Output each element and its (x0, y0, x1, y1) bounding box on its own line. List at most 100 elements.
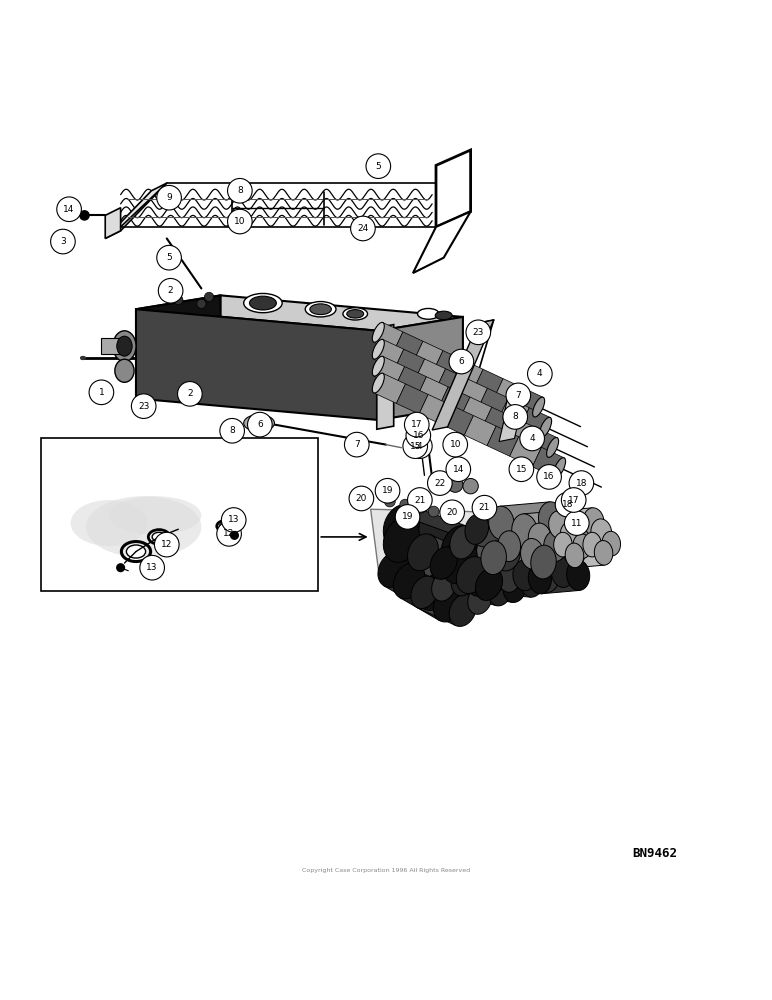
Ellipse shape (249, 296, 276, 310)
Polygon shape (533, 447, 564, 477)
Ellipse shape (372, 356, 384, 376)
Polygon shape (563, 532, 592, 557)
Circle shape (428, 506, 439, 517)
Circle shape (564, 511, 589, 535)
Text: 12: 12 (223, 529, 235, 538)
Circle shape (222, 508, 246, 532)
Ellipse shape (343, 308, 367, 320)
Ellipse shape (512, 514, 537, 548)
Text: 14: 14 (452, 465, 464, 474)
Circle shape (220, 418, 245, 443)
Polygon shape (436, 548, 496, 600)
Polygon shape (374, 356, 405, 386)
Ellipse shape (418, 574, 449, 610)
Text: 17: 17 (411, 420, 422, 429)
Ellipse shape (117, 336, 132, 356)
Polygon shape (454, 360, 483, 389)
Polygon shape (415, 359, 445, 388)
Polygon shape (494, 379, 523, 407)
Circle shape (395, 505, 420, 529)
Text: 6: 6 (459, 357, 464, 366)
Circle shape (400, 499, 411, 510)
Ellipse shape (538, 502, 564, 536)
Ellipse shape (244, 293, 282, 313)
Ellipse shape (488, 576, 512, 606)
Ellipse shape (310, 304, 331, 315)
Circle shape (248, 412, 273, 437)
Circle shape (384, 496, 395, 507)
Polygon shape (394, 518, 467, 583)
Circle shape (449, 349, 474, 374)
Polygon shape (432, 320, 493, 430)
Text: 7: 7 (516, 391, 521, 400)
Polygon shape (499, 398, 530, 427)
Text: Copyright Case Corporation 1996 All Rights Reserved: Copyright Case Corporation 1996 All Righ… (302, 868, 470, 873)
Circle shape (569, 471, 594, 495)
Ellipse shape (86, 496, 201, 558)
Circle shape (217, 522, 242, 546)
Text: 20: 20 (446, 508, 458, 517)
Circle shape (366, 154, 391, 178)
Text: 9: 9 (166, 193, 172, 202)
Ellipse shape (70, 500, 147, 546)
Circle shape (57, 197, 81, 222)
Circle shape (228, 209, 252, 234)
Ellipse shape (109, 496, 201, 535)
Text: 16: 16 (412, 431, 424, 440)
Polygon shape (395, 367, 426, 396)
Polygon shape (570, 519, 602, 549)
Text: 4: 4 (530, 434, 535, 443)
Text: 7: 7 (354, 440, 360, 449)
Circle shape (178, 382, 202, 406)
Circle shape (561, 488, 586, 512)
Ellipse shape (244, 415, 275, 432)
Polygon shape (472, 514, 522, 555)
Circle shape (443, 432, 468, 457)
Text: 21: 21 (479, 503, 490, 512)
Text: 4: 4 (537, 369, 543, 378)
Ellipse shape (602, 531, 621, 556)
Circle shape (51, 229, 75, 254)
Circle shape (520, 426, 544, 451)
Polygon shape (504, 417, 535, 447)
Ellipse shape (497, 531, 520, 562)
Polygon shape (439, 387, 470, 417)
Polygon shape (461, 397, 492, 427)
Polygon shape (527, 428, 557, 457)
Ellipse shape (432, 571, 455, 601)
Polygon shape (539, 519, 584, 554)
Circle shape (228, 178, 252, 203)
Text: 13: 13 (147, 563, 158, 572)
Ellipse shape (482, 563, 505, 594)
Text: 23: 23 (472, 328, 484, 337)
Circle shape (408, 488, 432, 512)
Polygon shape (558, 508, 594, 538)
Polygon shape (539, 560, 580, 594)
Polygon shape (418, 377, 449, 406)
Ellipse shape (571, 519, 594, 550)
Circle shape (506, 383, 530, 408)
Ellipse shape (449, 594, 476, 626)
Text: 18: 18 (576, 479, 587, 488)
Ellipse shape (430, 547, 457, 579)
Circle shape (463, 478, 479, 494)
Polygon shape (459, 526, 512, 571)
Polygon shape (458, 378, 487, 408)
Text: 10: 10 (449, 440, 461, 449)
Circle shape (154, 532, 179, 557)
Circle shape (415, 502, 426, 513)
Text: 11: 11 (571, 519, 583, 528)
Circle shape (344, 432, 369, 457)
Text: 10: 10 (234, 217, 245, 226)
Polygon shape (374, 339, 404, 369)
Ellipse shape (591, 519, 611, 547)
Polygon shape (509, 562, 547, 592)
Bar (101, 338, 128, 354)
Circle shape (527, 362, 552, 386)
Ellipse shape (520, 566, 543, 597)
Ellipse shape (528, 523, 551, 554)
Bar (42, 438, 318, 591)
Ellipse shape (372, 339, 384, 359)
Circle shape (131, 394, 156, 418)
Polygon shape (436, 369, 466, 398)
